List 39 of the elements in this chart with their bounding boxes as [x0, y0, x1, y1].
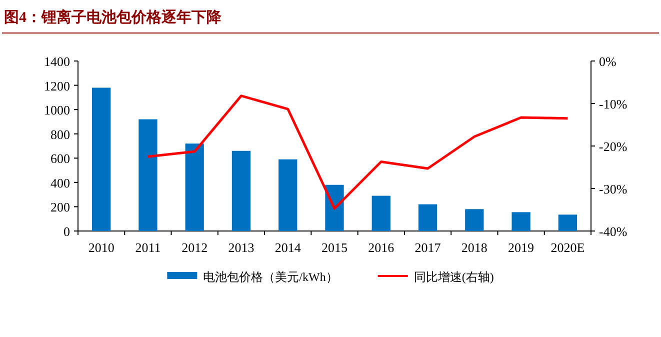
bar [278, 159, 298, 231]
x-tick-label: 2019 [508, 240, 534, 255]
bar [465, 209, 484, 231]
y-tick-label: 1200 [44, 78, 70, 94]
x-tick-label: 2016 [368, 240, 395, 255]
y-tick-label: 400 [50, 175, 70, 190]
legend-label: 同比增速(右轴) [414, 270, 494, 284]
x-tick-label: 2015 [322, 240, 348, 255]
x-tick-label: 2012 [182, 240, 208, 255]
bar [232, 150, 251, 231]
bar [558, 214, 578, 231]
x-tick-label: 2011 [135, 240, 161, 255]
y2-tick-label: -10% [599, 96, 628, 112]
bar [92, 88, 111, 231]
bar [325, 184, 344, 231]
bar [372, 196, 390, 231]
chart-title: 图4：锂离子电池包价格逐年下降 [4, 8, 222, 26]
y2-tick-label: -30% [599, 182, 628, 196]
bar [512, 212, 530, 231]
x-tick-label: 2014 [274, 240, 302, 255]
y-tick-label: 0 [64, 224, 70, 239]
y2-tick-label: -40% [599, 224, 628, 239]
y-tick-label: 800 [50, 126, 70, 142]
line-series [146, 94, 569, 210]
bar [138, 119, 158, 231]
y-tick-label: 600 [50, 151, 70, 166]
bar [418, 204, 438, 231]
x-tick-label: 2017 [414, 240, 442, 255]
y2-tick-label: -20% [599, 139, 628, 154]
y-tick-label: 200 [50, 200, 70, 215]
x-tick-label: 2018 [461, 240, 488, 255]
x-tick-label: 2020E [550, 240, 585, 255]
x-tick-label: 2013 [228, 240, 254, 255]
x-tick-label: 2010 [88, 240, 114, 255]
legend-label: 电池包价格（美元/kWh） [203, 270, 338, 284]
y-tick-label: 1000 [44, 102, 70, 118]
y2-tick-label: 0% [599, 54, 616, 69]
bar [185, 144, 204, 231]
y-tick-label: 1400 [44, 54, 70, 69]
